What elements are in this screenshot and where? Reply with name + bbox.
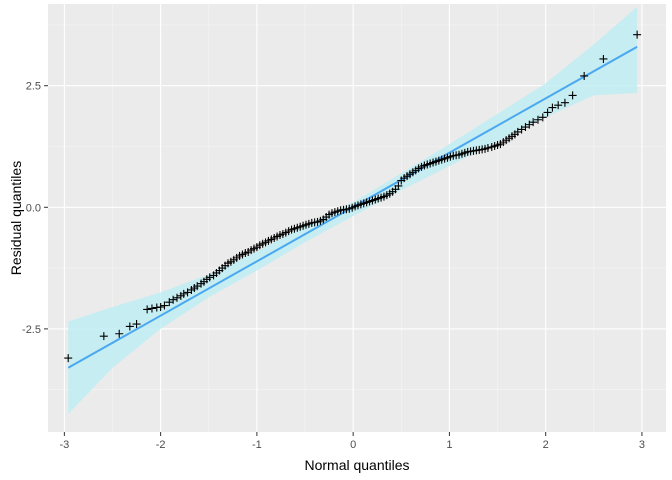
x-axis-ticks: -3 -2 -1 0 1 2 3 [59, 432, 645, 451]
data-point [172, 293, 181, 302]
x-tick-label: -3 [59, 439, 69, 451]
y-tick-label: -2.5 [22, 324, 41, 336]
data-points [64, 30, 642, 363]
data-point [64, 354, 73, 363]
x-tick-label: 3 [639, 439, 645, 451]
data-point [143, 305, 152, 314]
data-point [568, 91, 577, 100]
data-point [580, 71, 589, 80]
y-axis-ticks: -2.5 0.0 2.5 [22, 81, 48, 336]
data-point [169, 295, 178, 304]
data-point [179, 289, 188, 298]
x-tick-label: 1 [446, 439, 452, 451]
data-point [538, 113, 547, 122]
x-tick-label: 0 [350, 439, 356, 451]
data-point [599, 54, 608, 63]
data-point [543, 108, 552, 117]
minor-gridlines [48, 4, 666, 432]
data-point [529, 118, 538, 127]
data-point [156, 303, 165, 312]
data-point [115, 329, 124, 338]
data-point [548, 103, 557, 112]
x-tick-label: -1 [252, 439, 262, 451]
data-point [633, 30, 642, 39]
data-point [533, 115, 542, 124]
y-axis-title: Residual quantiles [8, 161, 24, 275]
data-point [99, 332, 108, 341]
data-point [160, 301, 169, 310]
data-point [560, 98, 569, 107]
data-point [483, 143, 492, 152]
data-point [132, 320, 141, 329]
data-point [147, 304, 156, 313]
y-tick-label: 0.0 [26, 202, 41, 214]
x-axis-title: Normal quantiles [304, 457, 409, 473]
x-tick-label: 2 [543, 439, 549, 451]
x-tick-label: -2 [156, 439, 166, 451]
data-point [394, 181, 403, 190]
data-point [125, 322, 134, 331]
data-point [205, 273, 214, 282]
data-point [554, 101, 563, 110]
y-tick-label: 2.5 [26, 81, 41, 93]
